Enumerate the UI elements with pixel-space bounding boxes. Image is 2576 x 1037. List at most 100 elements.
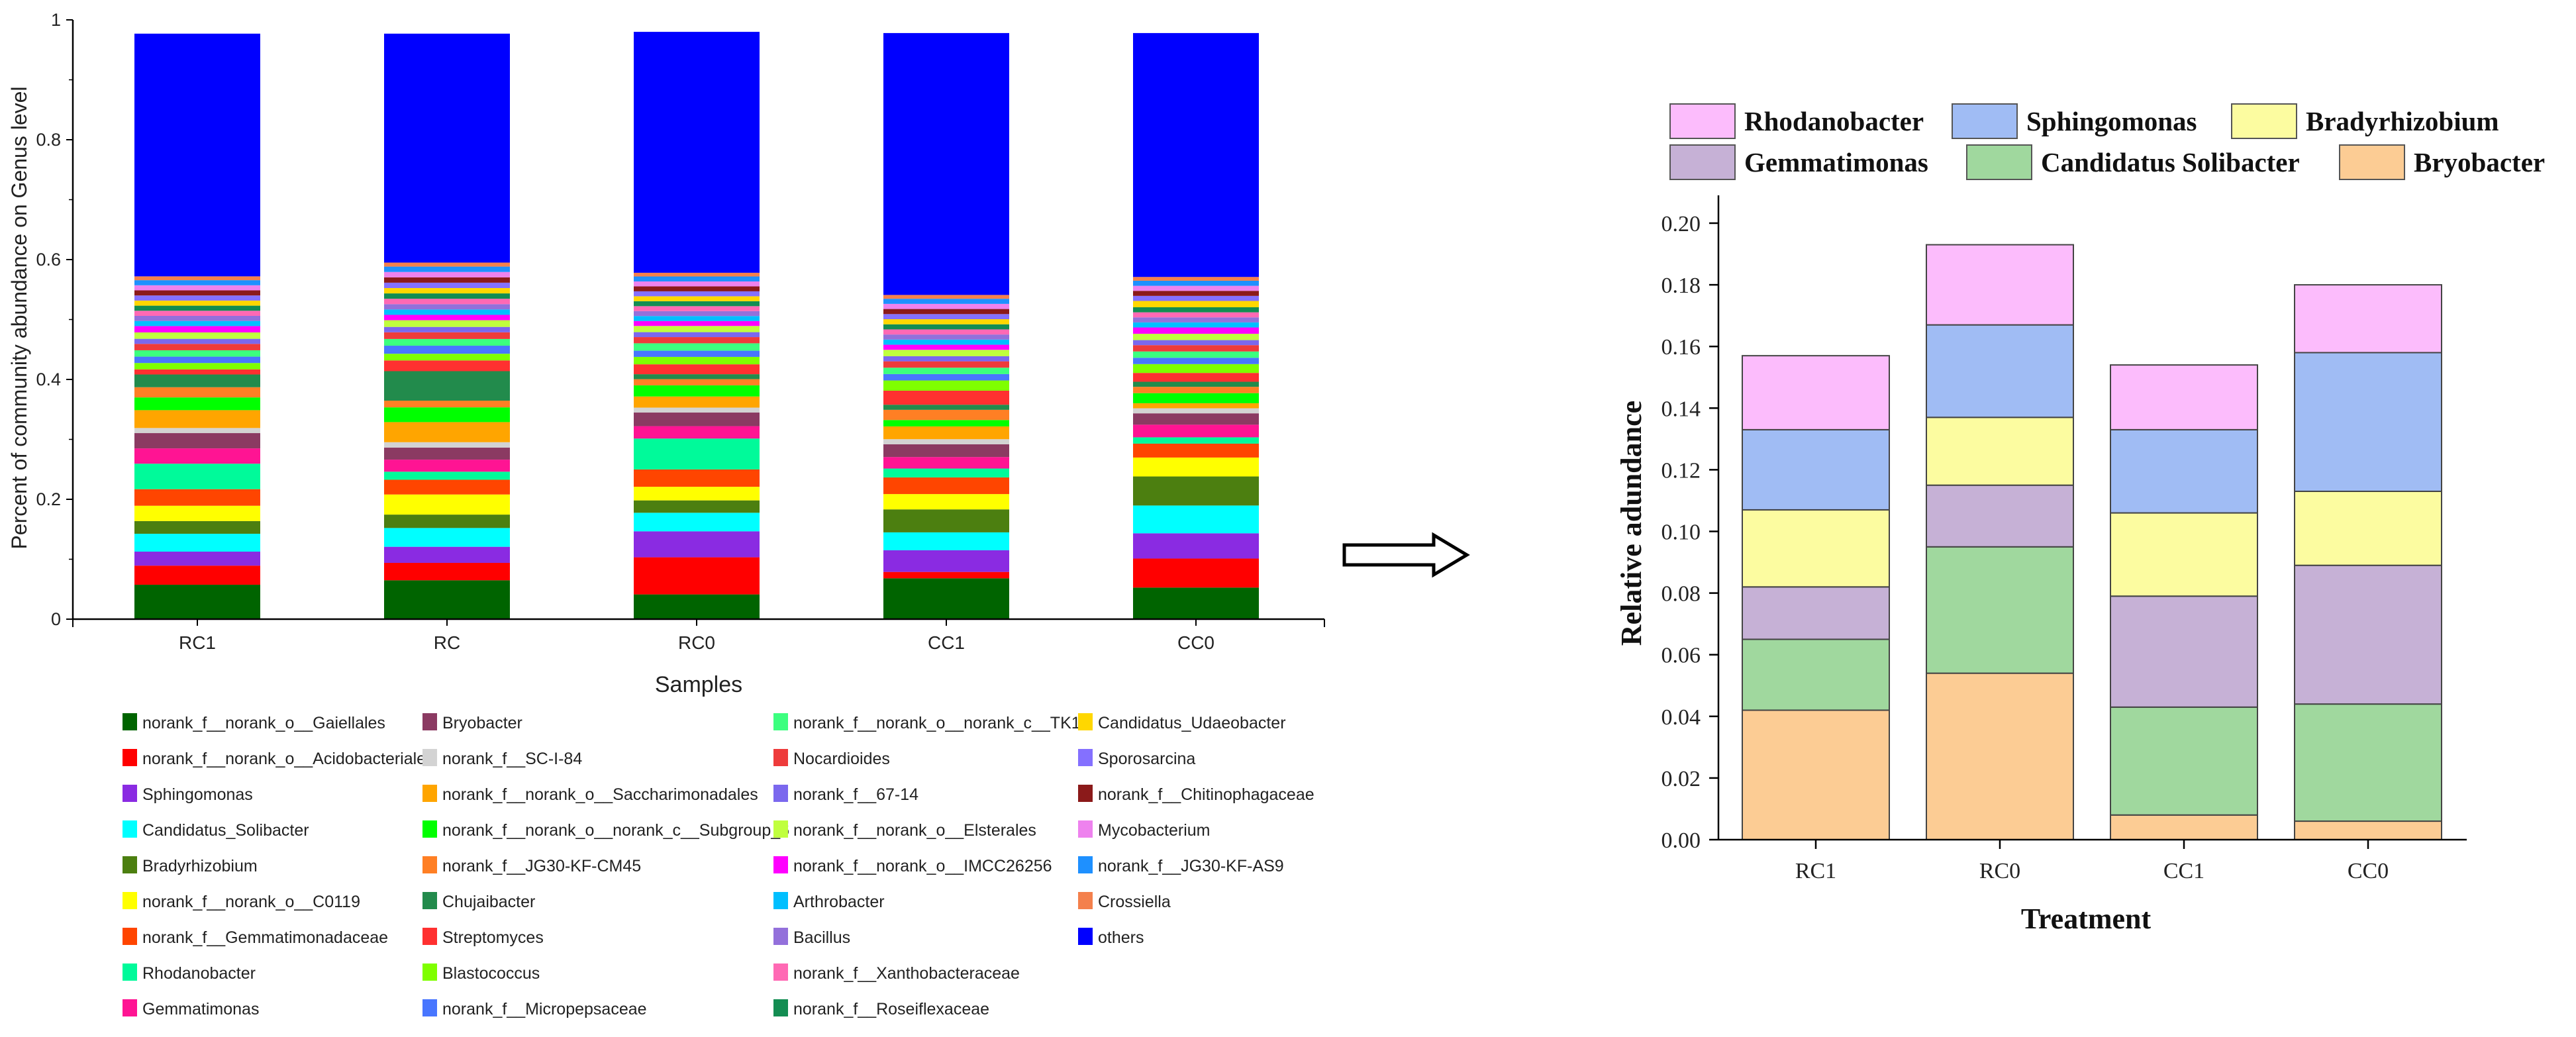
bar-rc0-streptomyces: [634, 364, 760, 375]
bar-rc0-norank-f-norank-o-c0119: [634, 487, 760, 501]
legend-label-candidatus-udaeobacter: Candidatus_Udaeobacter: [1098, 714, 1286, 732]
bar-cc1-crossiella: [883, 295, 1009, 299]
legend-label-arthrobacter: Arthrobacter: [793, 893, 885, 911]
bar-rc-norank-f-67-14: [384, 326, 510, 332]
y-tick-label: 0.14: [1661, 397, 1701, 421]
bar-rc-norank-f-chitinophagaceae: [384, 277, 510, 283]
bar-cc1-norank-f-norank-o-norank-c-subgroup-6: [883, 420, 1009, 426]
bar-rc-bradyrhizobium: [384, 515, 510, 528]
bar-rc-nocardioides: [384, 332, 510, 339]
bar-rc1-candidatus-udaeobacter: [134, 300, 260, 306]
bar-cc0-norank-f-67-14: [1133, 340, 1259, 346]
bar-rc-rhodanobacter: [384, 471, 510, 480]
legend-swatch-rhodanobacter: [1669, 103, 1736, 139]
bar-cc1-others: [883, 32, 1009, 295]
legend-label-norank-f-67-14: norank_f__67-14: [793, 785, 918, 804]
bar-cc0-norank-f-jg30-kf-as9: [1133, 280, 1259, 286]
bar-cc1-norank-f-sc-i-84: [883, 439, 1009, 444]
legend-swatch-bacillus: [773, 928, 788, 945]
bar-cc1-norank-f-norank-o-gaiellales: [883, 578, 1009, 619]
bar-rc0-bacillus: [634, 311, 760, 317]
bar-rc-candidatus-solibacter: [384, 528, 510, 547]
y-tick-label: 0.6: [36, 250, 61, 270]
y-tick-label: 0.2: [36, 489, 61, 509]
bar-cc1-candidatus-solibacter: [2110, 706, 2258, 816]
bar-cc0-candidatus-solibacter: [1133, 505, 1259, 534]
y-tick-label: 0.18: [1661, 273, 1701, 298]
bar-cc0-norank-f-norank-o-norank-c-tk10: [1133, 351, 1259, 358]
legend-swatch-gemmatimonas: [1669, 144, 1736, 180]
bar-cc0-blastococcus: [1133, 364, 1259, 373]
bar-cc0-bryobacter: [2294, 820, 2442, 840]
bar-rc0-bryobacter: [1926, 672, 2074, 840]
bar-cc1-sporosarcina: [883, 314, 1009, 320]
y-tick-label: 0.20: [1661, 212, 1701, 236]
bar-rc0-rhodanobacter: [634, 438, 760, 469]
legend-label-others: others: [1098, 928, 1144, 947]
bar-cc1-norank-f-roseiflexaceae: [883, 324, 1009, 330]
bar-rc1-norank-f-norank-o-imcc26256: [134, 326, 260, 333]
legend-label-norank-f-norank-o-acidobacteriales: norank_f__norank_o__Acidobacteriales: [142, 750, 434, 768]
bar-cc1-norank-f-micropepsaceae: [883, 373, 1009, 381]
x-tick-label: RC0: [678, 632, 715, 653]
legend-label-sporosarcina: Sporosarcina: [1098, 750, 1195, 768]
bar-rc1-norank-f-norank-o-saccharimonadales: [134, 410, 260, 428]
y-tick-label: 0.16: [1661, 335, 1701, 360]
legend-label-norank-f-norank-o-norank-c-tk10: norank_f__norank_o__norank_c__TK10: [793, 714, 1090, 732]
bar-rc0-candidatus-solibacter: [1926, 546, 2074, 674]
legend-label-candidatus-solibacter: Candidatus Solibacter: [2041, 147, 2300, 177]
y-tick-label: 0.08: [1661, 582, 1701, 607]
bar-cc1-rhodanobacter: [2110, 364, 2258, 430]
bar-rc1-rhodanobacter: [134, 464, 260, 489]
y-tick-label: 0.12: [1661, 458, 1701, 483]
legend-swatch-norank-f-micropepsaceae: [422, 999, 437, 1016]
bar-cc0-norank-f-chitinophagaceae: [1133, 291, 1259, 296]
legend-label-sphingomonas: Sphingomonas: [142, 785, 253, 804]
bar-rc1-candidatus-solibacter: [134, 534, 260, 552]
bar-cc0-streptomyces: [1133, 373, 1259, 382]
bar-cc1-norank-f-norank-o-saccharimonadales: [883, 426, 1009, 440]
bar-rc-crossiella: [384, 262, 510, 267]
legend-swatch-candidatus-solibacter: [123, 820, 137, 838]
bar-rc1-sphingomonas: [1742, 428, 1890, 511]
bar-cc1-chujaibacter: [883, 405, 1009, 410]
legend-swatch-others: [1078, 928, 1093, 945]
legend-swatch-norank-f-chitinophagaceae: [1078, 785, 1093, 802]
legend-label-blastococcus: Blastococcus: [442, 964, 540, 983]
bar-rc-norank-f-norank-o-imcc26256: [384, 315, 510, 321]
legend-swatch-candidatus-solibacter: [1966, 144, 2032, 180]
right-bars: [1742, 244, 2442, 841]
y-tick-label: 0.02: [1661, 767, 1701, 791]
bar-rc1-bacillus: [134, 315, 260, 321]
bar-cc1-sphingomonas: [883, 550, 1009, 572]
bar-cc0-chujaibacter: [1133, 381, 1259, 387]
bar-rc0-norank-f-micropepsaceae: [634, 350, 760, 357]
legend-label-norank-f-norank-o-norank-c-subgroup-6: norank_f__norank_o__norank_c__Subgroup_6: [442, 821, 789, 840]
bar-rc1-norank-f-67-14: [134, 338, 260, 344]
bar-rc1-norank-f-roseiflexaceae: [134, 305, 260, 311]
bar-rc0-gemmatimonas: [634, 426, 760, 439]
bar-cc1-norank-f-norank-o-acidobacteriales: [883, 571, 1009, 579]
legend-label-nocardioides: Nocardioides: [793, 750, 890, 768]
bar-rc0-blastococcus: [634, 356, 760, 365]
left-x-ticks: RC1 RC RC0 CC1 CC0: [72, 619, 1325, 653]
legend-swatch-norank-f-sc-i-84: [422, 749, 437, 766]
left-legend: norank_f__norank_o__Gaiellales norank_f__…: [123, 713, 1314, 1018]
legend-swatch-norank-f-norank-o-saccharimonadales: [422, 785, 437, 802]
legend-label-norank-f-jg30-kf-cm45: norank_f__JG30-KF-CM45: [442, 857, 641, 875]
legend-swatch-bradyrhizobium: [2231, 103, 2297, 139]
legend-swatch-norank-f-roseiflexaceae: [773, 999, 788, 1016]
bar-cc1-mycobacterium: [883, 303, 1009, 309]
bar-rc0-nocardioides: [634, 337, 760, 344]
legend-label-norank-f-norank-o-imcc26256: norank_f__norank_o__IMCC26256: [793, 857, 1052, 875]
bar-rc0-chujaibacter: [634, 374, 760, 379]
bar-rc1-norank-f-norank-o-norank-c-subgroup-6: [134, 397, 260, 411]
legend-label-rhodanobacter: Rhodanobacter: [1744, 106, 1924, 136]
legend-swatch-norank-f-67-14: [773, 785, 788, 802]
y-tick-label: 0.10: [1661, 520, 1701, 545]
bar-cc1-bradyrhizobium: [2110, 512, 2258, 597]
bar-cc0-nocardioides: [1133, 345, 1259, 352]
bar-cc0-mycobacterium: [1133, 285, 1259, 291]
bar-rc-chujaibacter: [384, 371, 510, 401]
bar-cc1-candidatus-udaeobacter: [883, 319, 1009, 324]
